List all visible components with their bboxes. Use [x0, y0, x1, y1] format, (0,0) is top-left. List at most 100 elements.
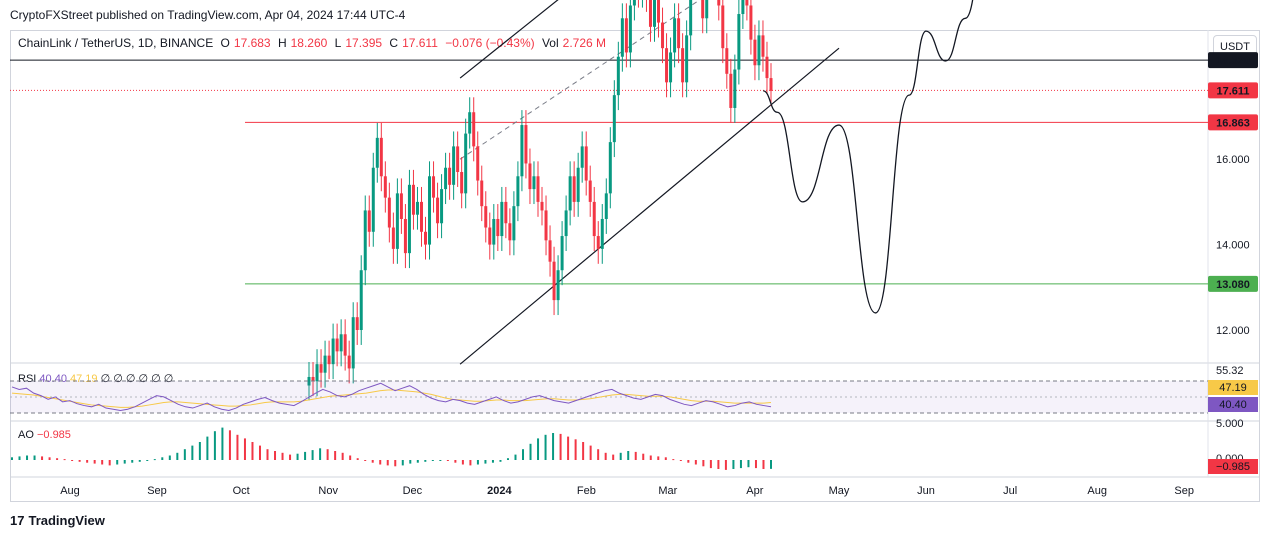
rsi-band [10, 381, 1208, 413]
x-tick-label: Aug [1087, 485, 1107, 497]
tradingview-logo-icon: 17 [10, 513, 25, 528]
rsi-ma-value: 47.19 [70, 373, 98, 385]
ao-bar [78, 460, 81, 462]
price-level-tag [1208, 275, 1258, 292]
candle-body [596, 236, 600, 249]
ao-bar [258, 445, 261, 460]
candle-body [307, 376, 311, 386]
candle-body [468, 112, 472, 134]
open-label: O [220, 36, 230, 50]
ao-bar [281, 452, 284, 460]
candle-body [584, 146, 588, 181]
candle-body [733, 69, 737, 108]
close-value: 17.611 [402, 36, 438, 50]
candle-body [355, 317, 359, 330]
x-tick-label: Sep [1174, 485, 1194, 497]
ao-bar [93, 460, 96, 464]
ao-bar [694, 460, 697, 465]
candle-body [632, 0, 636, 6]
ao-bar [33, 455, 36, 460]
y-tick-label: 14.000 [1216, 240, 1250, 252]
rsi-legend: RSI 40.40 47.19 ∅ ∅ ∅ ∅ ∅ ∅ [18, 372, 173, 385]
candle-body [536, 176, 540, 202]
ao-bar [48, 457, 51, 460]
ao-bar [709, 460, 712, 469]
candle-body [608, 142, 612, 194]
ao-bar [243, 438, 246, 460]
ao-bar [619, 452, 622, 460]
y-tick-label: 16.000 [1216, 154, 1250, 166]
high-value: 18.260 [290, 36, 328, 50]
candle-body [556, 270, 560, 301]
ao-bar [206, 436, 209, 460]
candle-body [444, 167, 448, 190]
ao-bar [431, 460, 434, 461]
candle-body [359, 270, 363, 330]
ao-bar [63, 459, 66, 461]
ao-bar [439, 460, 442, 461]
candle-body [620, 18, 624, 57]
candle-body [765, 56, 769, 79]
candle-body [315, 364, 319, 382]
ao-bar [529, 443, 532, 460]
ao-bar [198, 442, 201, 460]
low-value: 17.395 [345, 36, 383, 50]
candle-body [568, 176, 572, 211]
rsi-line [11, 382, 772, 412]
rsi-ma-tag [1208, 380, 1258, 395]
x-tick-label: Oct [233, 485, 250, 497]
ao-bar [26, 455, 29, 460]
ao-bar [446, 460, 449, 461]
candle-body [351, 317, 355, 369]
chart-frame [10, 30, 1260, 502]
candle-body [476, 146, 480, 181]
brand-label: TradingView [28, 513, 105, 528]
ao-bar [101, 460, 104, 465]
candle-body [319, 364, 323, 373]
ao-bar [371, 460, 374, 463]
candle-body [749, 5, 753, 40]
ao-bar [153, 459, 156, 461]
candle-body [725, 48, 729, 74]
x-tick-label: Mar [658, 485, 677, 497]
symbol-legend: ChainLink / TetherUS, 1D, BINANCE O 17.68… [18, 36, 610, 50]
ao-bar [627, 451, 630, 460]
symbol-title[interactable]: ChainLink / TetherUS, 1D, BINANCE [18, 36, 214, 50]
candle-body [588, 180, 592, 202]
ao-tag [1208, 459, 1258, 474]
candle-body [452, 146, 456, 185]
ao-bar [424, 460, 427, 462]
tradingview-logo[interactable]: 17 TradingView [10, 513, 105, 528]
x-tick-label: Aug [60, 485, 80, 497]
rsi-ma-line [11, 389, 772, 408]
candle-body [496, 218, 500, 237]
open-value: 17.683 [233, 36, 271, 50]
candle-body [464, 133, 468, 194]
ao-bar [687, 460, 690, 463]
candle-body [371, 167, 375, 232]
ao-value: −0.985 [36, 429, 71, 441]
rsi-tick-label: 55.32 [1216, 365, 1244, 377]
ao-bar [116, 460, 119, 465]
candle-body [741, 0, 745, 15]
x-tick-label: May [829, 485, 850, 497]
candle-body [424, 231, 428, 245]
candle-body [311, 376, 315, 382]
ao-bar [311, 450, 314, 460]
rsi-label: RSI [18, 373, 37, 385]
candle-body [652, 0, 656, 27]
ao-bar [56, 458, 59, 460]
rsi-extra: ∅ ∅ ∅ ∅ ∅ ∅ [100, 373, 174, 385]
ao-bar [724, 460, 727, 470]
channel-lower-line [459, 47, 840, 365]
candle-body [379, 137, 383, 177]
candle-body [673, 18, 677, 53]
price-level-tag [1208, 114, 1258, 131]
candle-body [448, 167, 452, 185]
candle-body [484, 206, 488, 228]
candle-body [488, 227, 492, 245]
candle-body [367, 210, 371, 232]
ao-bar [739, 460, 742, 469]
x-tick-label: Apr [746, 485, 763, 497]
